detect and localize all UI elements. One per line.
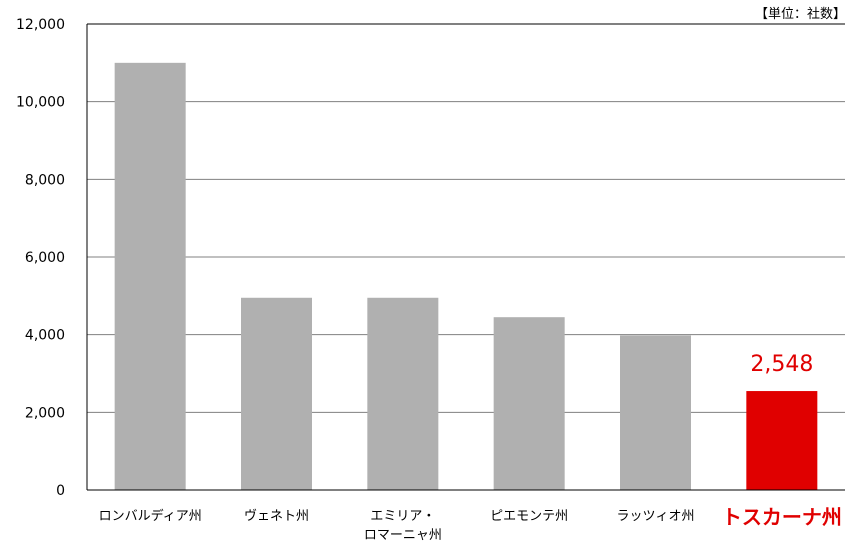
data-label-highlight: 2,548 [750,352,813,377]
gridlines [87,23,845,413]
category-label: エミリア・ロマーニャ州 [364,509,442,543]
y-tick-label: 6,000 [25,250,65,266]
y-tick-label: 4,000 [25,328,65,344]
category-label-line: ロンバルディア州 [99,508,202,524]
category-label-line: ヴェネト州 [244,508,309,524]
bars [114,62,818,490]
category-label-line: ロマーニャ州 [364,528,442,543]
y-tick-label: 10,000 [16,95,65,111]
axes [86,23,845,491]
category-label-line: ピエモンテ州 [490,509,568,524]
category-label-line: ラッツィオ州 [616,509,694,524]
bar [620,335,691,490]
bar [493,317,565,490]
bar [114,62,186,490]
bar [367,297,439,490]
y-tick-labels: 0 2,000 4,000 6,000 8,000 10,000 12,000 [16,17,65,499]
unit-label: 【単位：社数】 [755,6,846,22]
category-labels: ロンバルディア州 ヴェネト州 エミリア・ロマーニャ州 ピエモンテ州 ラッツィオ州 トスカー… [99,505,842,543]
y-tick-label: 8,000 [25,172,65,188]
category-label-line: エミリア・ [370,509,435,524]
bar [241,297,312,490]
y-tick-label: 0 [56,483,65,499]
y-tick-label: 12,000 [16,17,65,33]
category-label-line: トスカーナ州 [722,505,842,529]
y-tick-label: 2,000 [25,405,65,421]
bar-highlight [746,391,818,490]
category-label: ロンバルディア州 [99,508,202,524]
category-label: ヴェネト州 [244,508,309,524]
category-label: ピエモンテ州 [490,509,568,524]
category-label: トスカーナ州 [722,505,842,529]
category-label: ラッツィオ州 [616,509,694,524]
